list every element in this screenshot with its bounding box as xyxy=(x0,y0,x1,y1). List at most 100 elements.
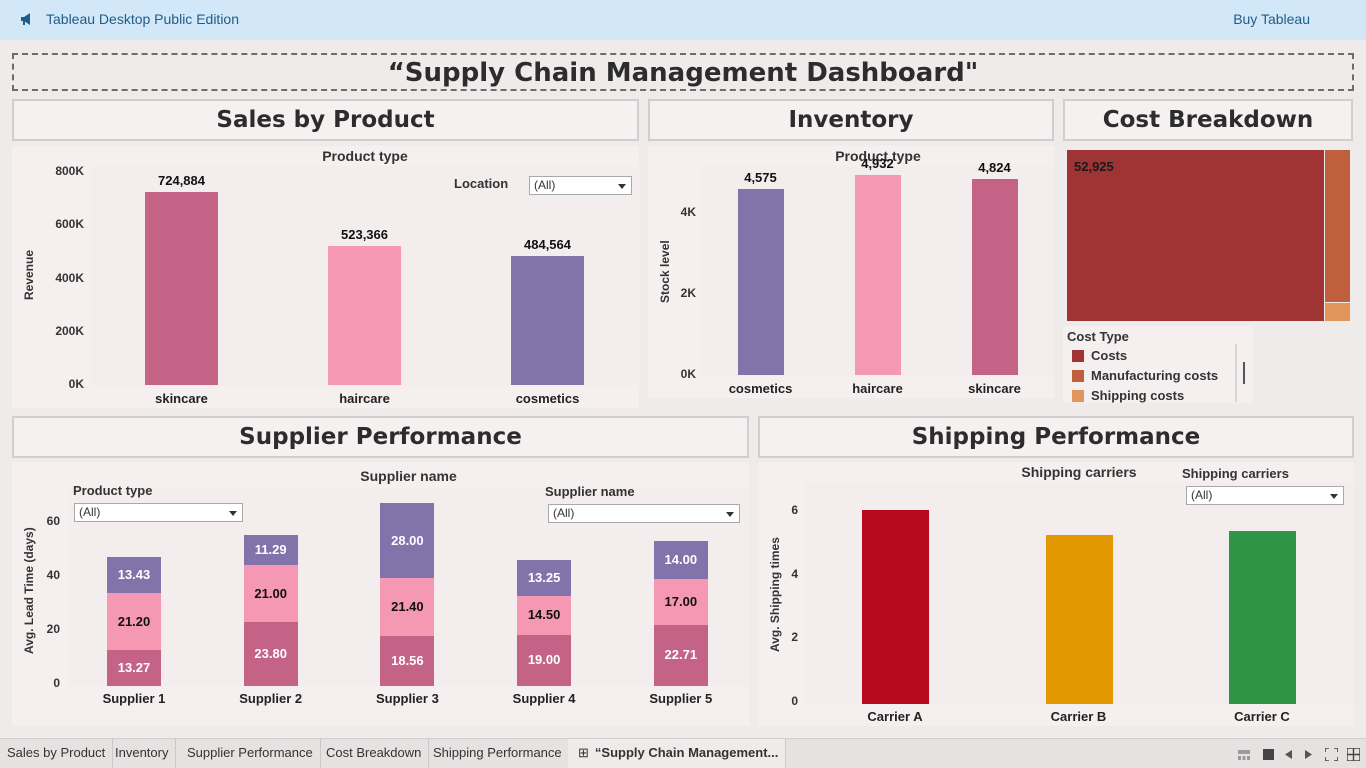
supplier-segment-label: 13.27 xyxy=(117,660,151,676)
shipping-header: Shipping carriers xyxy=(1021,464,1137,480)
supplier-bar-segment[interactable] xyxy=(517,560,572,596)
tab-cost-breakdown[interactable]: Cost Breakdown xyxy=(319,739,430,768)
inventory-bar[interactable] xyxy=(737,189,784,375)
shipping-category-label: Carrier A xyxy=(867,709,923,724)
shipping-bar[interactable] xyxy=(1229,530,1296,704)
sales-tick-label: 600K xyxy=(55,217,84,232)
sales-bar[interactable] xyxy=(511,256,584,385)
shipping-category-label: Carrier C xyxy=(1234,709,1290,724)
legend-item-shipping[interactable]: Shipping costs xyxy=(1072,388,1184,403)
legend-item-manufacturing[interactable]: Manufacturing costs xyxy=(1072,368,1218,383)
grid-view-icon[interactable] xyxy=(1347,748,1360,761)
inventory-value-label: 4,932 xyxy=(861,155,894,171)
sales-value-label: 523,366 xyxy=(341,226,388,242)
supplier-bar-segment[interactable] xyxy=(380,502,435,579)
sales-bar[interactable] xyxy=(145,192,218,385)
legend-label: Shipping costs xyxy=(1091,388,1185,403)
shipping-tick-label: 6 xyxy=(791,503,798,518)
legend-swatch xyxy=(1072,389,1084,402)
legend-scrollbar-track[interactable] xyxy=(1235,344,1237,402)
supplier-category-label: Supplier 1 xyxy=(102,691,166,706)
inventory-header: Product type xyxy=(835,148,921,164)
supplier-bar-segment[interactable] xyxy=(107,650,161,686)
sales-category-label: haircare xyxy=(339,391,390,406)
supplier-bar-segment[interactable] xyxy=(517,595,572,635)
supplier-bar-segment[interactable] xyxy=(517,634,572,686)
treemap-manufacturing-costs[interactable] xyxy=(1325,150,1350,302)
inventory-bar[interactable] xyxy=(971,179,1018,375)
sales-header: Product type xyxy=(322,148,408,164)
cost-section-title: Cost Breakdown xyxy=(1063,99,1353,141)
supplier-segment-label: 13.43 xyxy=(117,567,151,583)
sales-value-label: 484,564 xyxy=(524,237,571,253)
dashboard-title-box: “Supply Chain Management Dashboard" xyxy=(12,53,1354,91)
supplier-y-label: Avg. Lead Time (days) xyxy=(22,527,36,654)
next-sheet-icon[interactable] xyxy=(1305,750,1312,759)
tab-sales-by-product[interactable]: Sales by Product xyxy=(0,739,114,768)
shipping-bar[interactable] xyxy=(1045,535,1113,704)
supplier-segment-label: 21.40 xyxy=(391,599,424,615)
supplier-bar-segment[interactable] xyxy=(653,624,708,686)
buy-tableau-link[interactable]: Buy Tableau xyxy=(1233,11,1310,27)
megaphone-icon xyxy=(21,13,30,25)
supplier-bar-segment[interactable] xyxy=(107,557,161,594)
sales-section-title: Sales by Product xyxy=(12,99,639,141)
supplier-category-label: Supplier 4 xyxy=(512,691,576,706)
shipping-filter-dropdown[interactable]: (All) xyxy=(1186,486,1344,505)
shipping-category-label: Carrier B xyxy=(1050,709,1107,724)
shipping-section-title: Shipping Performance xyxy=(758,416,1354,458)
supplier-bar-segment[interactable] xyxy=(380,578,435,637)
brand: Tableau Desktop Public Edition xyxy=(20,11,239,27)
supplier-bar-segment[interactable] xyxy=(243,534,298,566)
presentation-mode-icon[interactable] xyxy=(1325,748,1338,761)
supplier-category-label: Supplier 5 xyxy=(649,691,713,706)
supplier-bar-segment[interactable] xyxy=(243,621,298,686)
inventory-value-label: 4,575 xyxy=(744,170,777,186)
cost-legend xyxy=(1063,326,1253,403)
filmstrip-view-icon[interactable] xyxy=(1238,750,1250,760)
sales-bar[interactable] xyxy=(328,245,401,385)
cost-legend-title: Cost Type xyxy=(1067,329,1129,344)
treemap-value-label: 52,925 xyxy=(1074,159,1114,174)
product-type-filter-dropdown[interactable]: (All) xyxy=(74,503,243,522)
legend-label: Manufacturing costs xyxy=(1091,368,1219,383)
inventory-category-label: cosmetics xyxy=(728,381,793,396)
supplier-tick-label: 0 xyxy=(53,676,60,690)
location-filter-dropdown[interactable]: (All) xyxy=(529,176,632,195)
legend-item-costs[interactable]: Costs xyxy=(1072,348,1127,363)
legend-swatch xyxy=(1072,349,1084,362)
shipping-tick-label: 4 xyxy=(791,566,798,581)
tab-inventory[interactable]: Inventory xyxy=(108,739,177,768)
treemap-shipping-costs[interactable] xyxy=(1325,303,1350,321)
inventory-bar[interactable] xyxy=(854,174,901,375)
inventory-category-label: skincare xyxy=(968,381,1021,396)
dashboard-grid-icon: ⊞ xyxy=(578,745,589,760)
legend-swatch xyxy=(1072,369,1084,382)
supplier-bar-segment[interactable] xyxy=(653,541,708,580)
supplier-bar-segment[interactable] xyxy=(653,579,708,625)
sales-category-label: skincare xyxy=(155,391,208,406)
supplier-bar-segment[interactable] xyxy=(107,593,161,651)
sheet-sorter-icon[interactable] xyxy=(1263,749,1274,760)
shipping-bar[interactable] xyxy=(862,509,929,704)
supplier-bar-segment[interactable] xyxy=(380,636,435,686)
supplier-segment-label: 14.50 xyxy=(527,607,561,623)
supplier-tick-label: 60 xyxy=(46,514,60,529)
treemap-costs[interactable] xyxy=(1067,150,1324,321)
supplier-section-title: Supplier Performance xyxy=(12,416,749,458)
tab-shipping-performance[interactable]: Shipping Performance xyxy=(426,739,570,768)
supplier-segment-label: 28.00 xyxy=(391,532,424,548)
supplier-name-filter-dropdown[interactable]: (All) xyxy=(548,504,740,523)
shipping-filter-label: Shipping carriers xyxy=(1182,466,1289,481)
supplier-segment-label: 21.20 xyxy=(117,613,151,629)
legend-scrollbar-thumb[interactable] xyxy=(1243,362,1245,384)
tab-supply-chain-dashboard[interactable]: ⊞ “Supply Chain Management... xyxy=(568,739,787,768)
supplier-segment-label: 11.29 xyxy=(254,542,287,558)
previous-sheet-icon[interactable] xyxy=(1285,750,1292,759)
supplier-bar-segment[interactable] xyxy=(243,565,298,622)
sales-category-label: cosmetics xyxy=(515,391,580,406)
supplier-segment-label: 18.56 xyxy=(391,653,424,668)
supplier-segment-label: 23.80 xyxy=(254,645,287,661)
tab-supplier-performance[interactable]: Supplier Performance xyxy=(180,739,321,768)
supplier-tick-label: 40 xyxy=(46,568,60,583)
